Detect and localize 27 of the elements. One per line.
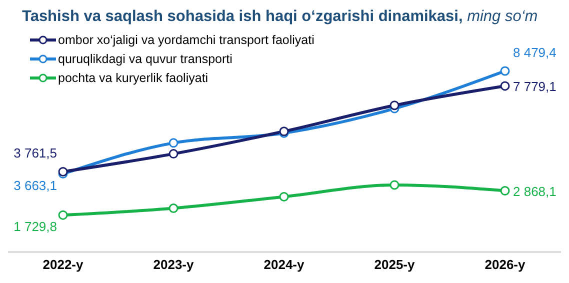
- point: [279, 192, 289, 202]
- point: [168, 138, 178, 148]
- point: [168, 149, 178, 159]
- chart-title: Tashish va saqlash sohasida ish haqi o‘zgarishi dinamikasi,: [22, 8, 463, 25]
- point: [390, 180, 400, 190]
- point: [58, 166, 68, 176]
- x-tick-label: 2023-y: [153, 257, 195, 272]
- legend-label: pochta va kuryerlik faoliyati: [58, 70, 208, 84]
- data-label: 2 868,1: [513, 184, 556, 199]
- point: [500, 81, 510, 91]
- chart-subtitle: ming so‘m: [467, 8, 538, 25]
- point: [58, 210, 68, 220]
- data-label: 1 729,8: [14, 219, 57, 234]
- x-tick-label: 2026-y: [484, 257, 526, 272]
- point: [500, 186, 510, 196]
- data-label: 3 761,5: [14, 146, 57, 161]
- point: [500, 66, 510, 76]
- data-label: 7 779,1: [513, 78, 556, 94]
- legend-label: ombor xo‘jaligi va yordamchi transport faoliyati: [58, 32, 314, 46]
- point: [168, 203, 178, 213]
- x-tick-label: 2024-y: [264, 257, 306, 272]
- data-label: 3 663,1: [14, 178, 57, 193]
- data-label: 8 479,4: [513, 45, 556, 60]
- x-tick-label: 2022-y: [42, 257, 84, 272]
- x-tick-label: 2025-y: [374, 257, 416, 272]
- legend-label: quruqlikdagi va quvur transporti: [58, 52, 232, 66]
- point: [390, 100, 400, 110]
